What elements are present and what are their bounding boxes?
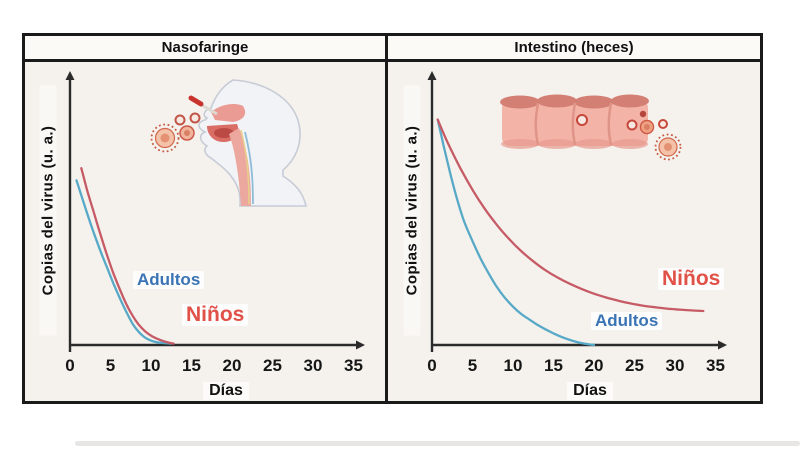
y-axis-label-right: Copias del virus (u. a.) bbox=[403, 85, 421, 336]
x-tick-label: 35 bbox=[344, 356, 363, 375]
x-tick-label: 10 bbox=[142, 356, 161, 375]
x-tick-label: 15 bbox=[544, 356, 563, 375]
x-tick-label: 20 bbox=[223, 356, 242, 375]
page-bottom-strip bbox=[75, 441, 800, 446]
x-tick-label: 5 bbox=[468, 356, 477, 375]
x-tick-label: 35 bbox=[706, 356, 725, 375]
panel-divider bbox=[385, 36, 388, 401]
x-tick-label: 25 bbox=[625, 356, 644, 375]
curve-niños bbox=[436, 118, 705, 313]
panel-title-intestino: Intestino (heces) bbox=[514, 39, 634, 56]
x-tick-label: 15 bbox=[182, 356, 201, 375]
curve-adultos bbox=[436, 118, 596, 347]
x-tick-label: 0 bbox=[427, 356, 436, 375]
series-label-ninos-right: Niños bbox=[658, 267, 725, 291]
figure-frame bbox=[22, 33, 763, 404]
intestine-virus-icon bbox=[500, 94, 682, 161]
x-tick-label: 5 bbox=[106, 356, 115, 375]
x-tick-label: 25 bbox=[263, 356, 282, 375]
x-tick-label: 0 bbox=[65, 356, 74, 375]
y-axis-label-left: Copias del virus (u. a.) bbox=[39, 85, 57, 336]
x-tick-label: 30 bbox=[666, 356, 685, 375]
x-tick-label: 20 bbox=[585, 356, 604, 375]
curve-adultos bbox=[75, 179, 173, 345]
series-label-adultos-left: Adultos bbox=[133, 271, 205, 289]
head-nasal-swab-icon bbox=[150, 79, 307, 207]
curve-niños bbox=[80, 167, 175, 345]
series-label-adultos-right: Adultos bbox=[591, 312, 663, 330]
x-tick-label: 10 bbox=[504, 356, 523, 375]
panel-title-nasofaringe: Nasofaringe bbox=[161, 39, 249, 56]
x-axis-label-right: Días bbox=[567, 382, 613, 400]
header-band bbox=[25, 36, 760, 62]
chart-intestino: 0 5 10 15 20 25 30 35 bbox=[427, 71, 727, 375]
x-tick-label: 30 bbox=[304, 356, 323, 375]
series-label-ninos-left: Niños bbox=[182, 303, 249, 327]
chart-nasofaringe: 0 5 10 15 20 25 30 35 bbox=[65, 71, 365, 375]
x-axis-label-left: Días bbox=[203, 382, 249, 400]
